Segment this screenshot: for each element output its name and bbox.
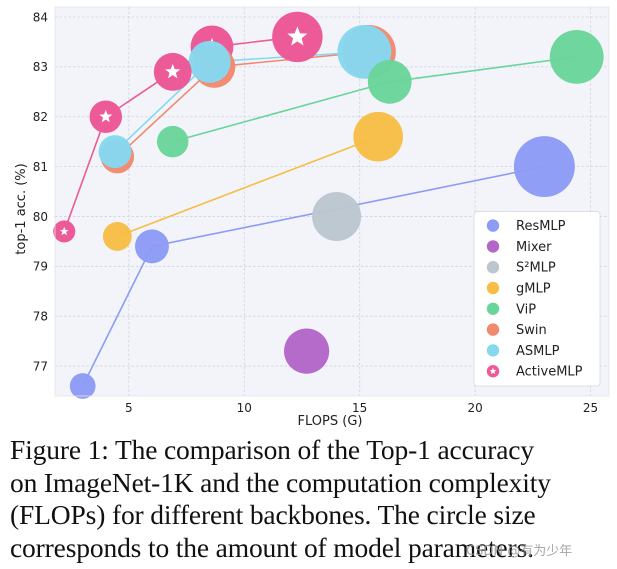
legend-label: S²MLP [516, 261, 556, 276]
figure-caption: Figure 1: The comparison of the Top-1 ac… [10, 434, 612, 564]
legend-box [473, 211, 601, 387]
chart: 5 10 15 20 25 77 78 79 80 81 82 83 84 ResMLP Mixer S²M… [14, 6, 610, 429]
legend-item: S²MLP [486, 261, 556, 276]
x-tick-label: 15 [352, 401, 367, 415]
data-point [284, 328, 330, 374]
legend-label: Mixer [516, 240, 552, 255]
legend-item: Swin [486, 323, 547, 338]
data-point [272, 11, 323, 63]
data-point [188, 40, 231, 83]
legend-item: Mixer [486, 240, 552, 255]
star-icon [99, 109, 113, 123]
data-point [549, 29, 604, 84]
x-tick-label: 25 [583, 401, 598, 415]
data-point [69, 373, 96, 399]
legend-swatch [486, 344, 500, 357]
y-tick-label: 80 [33, 210, 48, 224]
grid [55, 7, 609, 396]
legend-label: ActiveMLP [516, 365, 583, 380]
caption-line: (FLOPs) for different backbones. The cir… [10, 499, 536, 530]
legend-swatch [486, 281, 500, 295]
watermark: CSDN @有为少年 [466, 544, 573, 559]
x-tick-label: 10 [237, 401, 252, 415]
legend-item: gMLP [486, 281, 551, 297]
data-point [134, 229, 169, 264]
caption-line: on ImageNet-1K and the computation compl… [10, 466, 551, 498]
axes: 5 10 15 20 25 77 78 79 80 81 82 83 84 [33, 6, 610, 415]
data-point [89, 100, 123, 133]
star-icon [489, 367, 497, 375]
legend-label: ASMLP [516, 344, 560, 359]
legend-label: gMLP [516, 282, 551, 297]
legend-label: Swin [516, 323, 547, 338]
y-tick-label: 78 [33, 310, 48, 324]
data-point [98, 135, 132, 169]
y-axis-label: top-1 acc. (%) [14, 163, 29, 254]
y-tick-label: 84 [33, 10, 48, 24]
x-axis-label: FLOPS (G) [298, 414, 363, 429]
y-tick-label: 79 [33, 260, 48, 274]
caption-line: Figure 1: The comparison of the Top-1 ac… [10, 434, 534, 465]
data-point [53, 220, 76, 243]
x-tick-label: 5 [125, 401, 133, 415]
legend-swatch [486, 323, 500, 336]
star-icon [287, 26, 308, 46]
legend-swatch [486, 240, 500, 253]
x-tick-label: 20 [467, 401, 482, 415]
data-point [102, 222, 132, 251]
series-line [117, 135, 379, 238]
data-point [153, 52, 192, 91]
caption-line: corresponds to the amount of model param… [10, 531, 534, 563]
data-point [513, 136, 575, 198]
legend-item: ASMLP [486, 344, 560, 359]
data-point [367, 59, 412, 104]
plot-frame [54, 6, 610, 397]
legend-label: ViP [516, 302, 536, 317]
legend-item: ActiveMLP [486, 365, 583, 380]
y-tick-label: 81 [33, 160, 48, 174]
legend-swatch [486, 261, 500, 274]
legend-label: ResMLP [516, 219, 566, 234]
y-tick-label: 77 [33, 359, 48, 373]
legend: ResMLP Mixer S²MLP gMLP ViP Swin ASMLP ActiveML… [473, 211, 601, 387]
star-icon [165, 63, 181, 79]
data-point [312, 191, 362, 241]
legend-item: ViP [486, 302, 536, 317]
legend-swatch [486, 302, 500, 315]
legend-swatch [486, 219, 500, 232]
y-tick-label: 83 [33, 60, 48, 74]
y-tick-label: 82 [33, 110, 48, 124]
legend-item: ResMLP [486, 219, 566, 234]
star-icon [59, 226, 69, 236]
data-point [353, 111, 403, 162]
data-point [156, 125, 189, 158]
data-markers [53, 11, 604, 399]
